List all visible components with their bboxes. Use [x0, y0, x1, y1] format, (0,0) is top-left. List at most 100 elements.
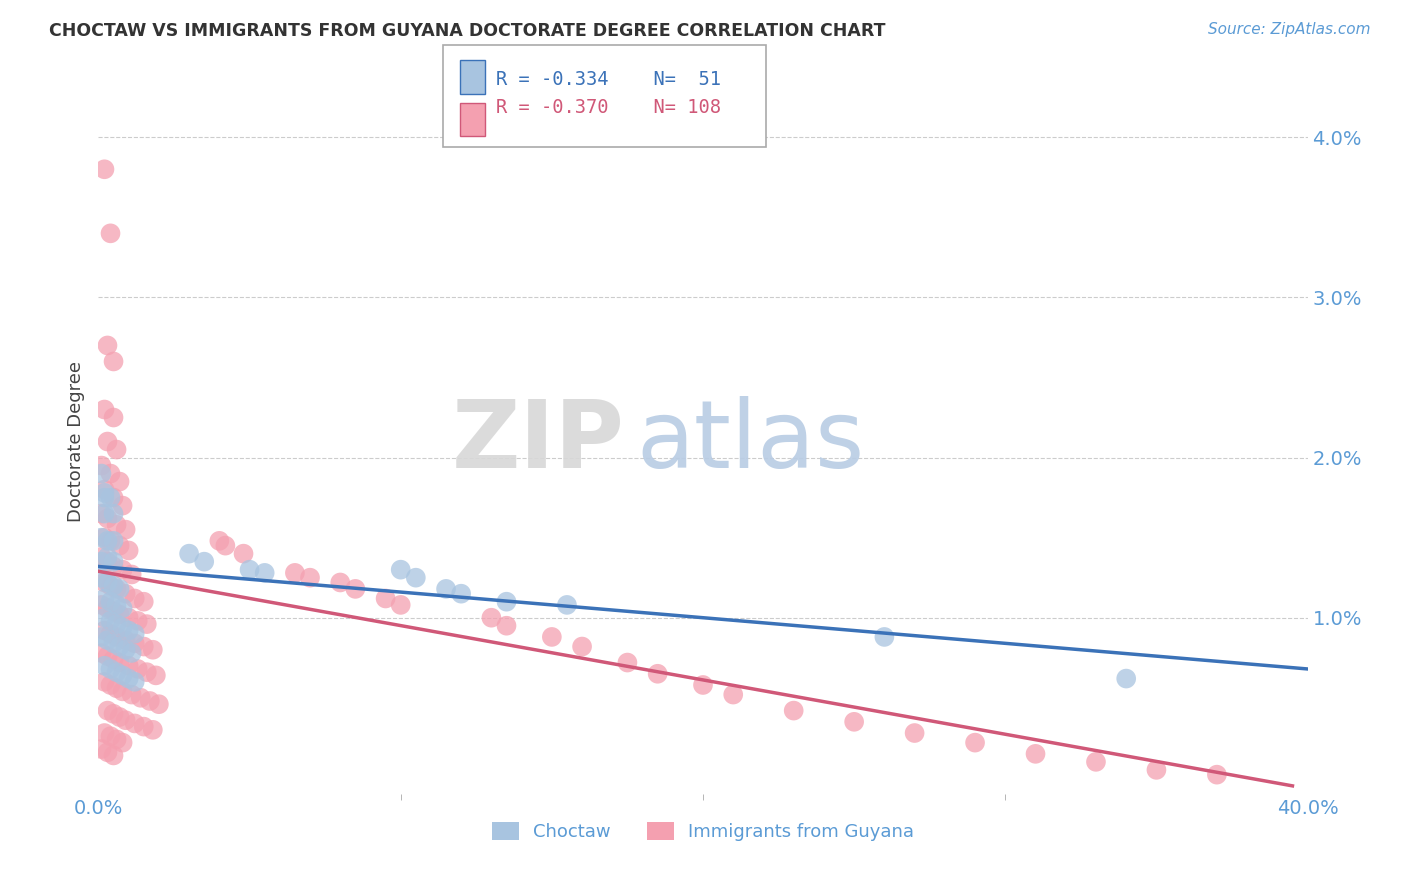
- Point: [96, 549, 118, 564]
- Text: atlas: atlas: [637, 395, 865, 488]
- Point: [103, 706, 125, 721]
- Point: [103, 354, 125, 368]
- Point: [93, 507, 115, 521]
- Point: [108, 640, 131, 654]
- Point: [103, 652, 125, 666]
- Point: [103, 410, 125, 425]
- Point: [124, 626, 146, 640]
- Point: [253, 566, 276, 580]
- Point: [111, 736, 134, 750]
- Point: [132, 720, 155, 734]
- Point: [96, 704, 118, 718]
- Point: [121, 567, 143, 582]
- Point: [139, 694, 162, 708]
- Point: [90, 549, 112, 564]
- Point: [96, 575, 118, 590]
- Point: [93, 610, 115, 624]
- Point: [100, 614, 122, 628]
- Point: [692, 678, 714, 692]
- Point: [434, 582, 457, 596]
- Point: [121, 688, 143, 702]
- Point: [214, 539, 236, 553]
- Point: [96, 633, 118, 648]
- Point: [103, 748, 125, 763]
- Point: [389, 563, 412, 577]
- Point: [284, 566, 307, 580]
- Point: [148, 697, 170, 711]
- Point: [555, 598, 578, 612]
- Point: [118, 610, 141, 624]
- Point: [93, 658, 115, 673]
- Point: [93, 674, 115, 689]
- Text: ZIP: ZIP: [451, 395, 624, 488]
- Point: [103, 555, 125, 569]
- Point: [129, 690, 152, 705]
- Point: [96, 338, 118, 352]
- Point: [179, 547, 201, 561]
- Point: [495, 618, 517, 632]
- Point: [105, 665, 128, 680]
- Point: [93, 162, 115, 177]
- Point: [93, 531, 115, 545]
- Point: [114, 523, 136, 537]
- Point: [100, 579, 122, 593]
- Point: [103, 491, 125, 505]
- Point: [103, 579, 125, 593]
- Point: [108, 656, 131, 670]
- Point: [873, 630, 896, 644]
- Point: [450, 587, 472, 601]
- Text: R = -0.334    N=  51: R = -0.334 N= 51: [496, 70, 721, 88]
- Point: [103, 604, 125, 618]
- Point: [111, 668, 134, 682]
- Point: [105, 630, 128, 644]
- Point: [114, 713, 136, 727]
- Point: [193, 555, 215, 569]
- Point: [135, 617, 157, 632]
- Point: [299, 571, 322, 585]
- Point: [90, 531, 112, 545]
- Point: [90, 630, 112, 644]
- Legend: Choctaw, Immigrants from Guyana: Choctaw, Immigrants from Guyana: [485, 814, 921, 848]
- Point: [124, 636, 146, 650]
- Point: [108, 710, 131, 724]
- Point: [114, 642, 136, 657]
- Point: [145, 668, 167, 682]
- Point: [111, 620, 134, 634]
- Point: [389, 598, 412, 612]
- Point: [114, 587, 136, 601]
- Point: [132, 595, 155, 609]
- Point: [90, 598, 112, 612]
- Point: [121, 646, 143, 660]
- Point: [127, 662, 149, 676]
- Point: [232, 547, 254, 561]
- Point: [127, 614, 149, 628]
- Point: [93, 402, 115, 417]
- Point: [1115, 672, 1137, 686]
- Point: [783, 704, 806, 718]
- Point: [329, 575, 352, 590]
- Point: [374, 591, 396, 606]
- Point: [100, 533, 122, 548]
- Point: [239, 563, 262, 577]
- Point: [118, 658, 141, 673]
- Point: [100, 678, 122, 692]
- Point: [93, 575, 115, 590]
- Point: [844, 714, 866, 729]
- Point: [93, 485, 115, 500]
- Point: [111, 684, 134, 698]
- Point: [90, 467, 112, 481]
- Point: [481, 610, 503, 624]
- Point: [100, 626, 122, 640]
- Point: [93, 726, 115, 740]
- Point: [571, 640, 593, 654]
- Point: [90, 507, 112, 521]
- Point: [495, 595, 517, 609]
- Point: [96, 601, 118, 615]
- Point: [96, 511, 118, 525]
- Point: [1144, 763, 1167, 777]
- Point: [90, 646, 112, 660]
- Point: [96, 745, 118, 759]
- Point: [108, 582, 131, 596]
- Point: [100, 662, 122, 676]
- Point: [647, 666, 669, 681]
